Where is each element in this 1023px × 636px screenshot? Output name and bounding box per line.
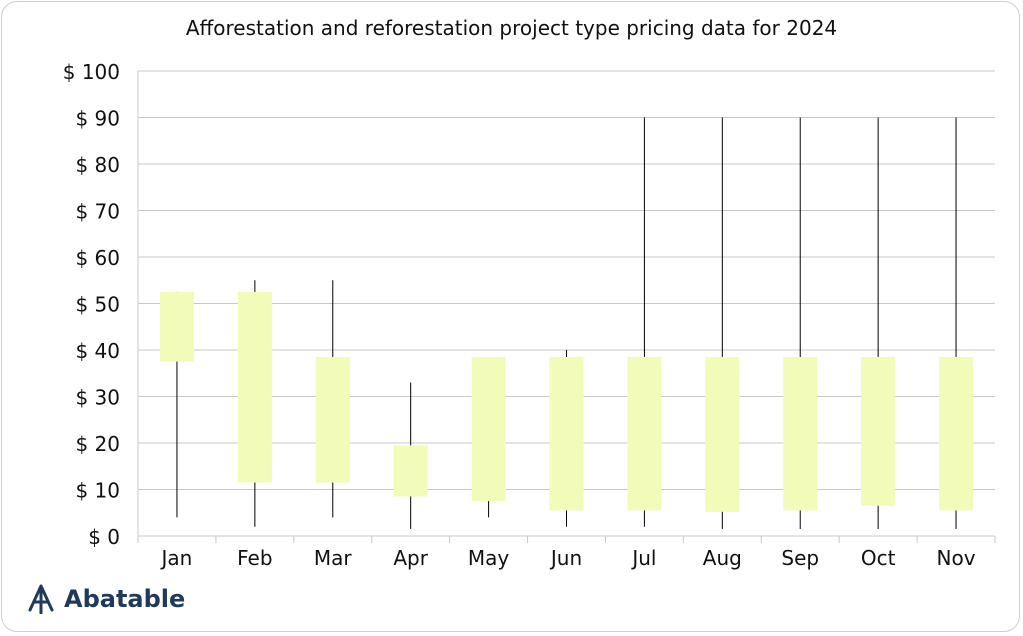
y-tick-label: $ 50 [75, 293, 120, 317]
x-tick-label: Aug [703, 546, 742, 570]
y-tick-label: $ 20 [75, 432, 120, 456]
price-box [393, 445, 428, 497]
y-tick-label: $ 0 [88, 525, 120, 549]
price-box [159, 291, 194, 362]
y-tick-label: $ 30 [75, 386, 120, 410]
x-tick-label: Feb [237, 546, 272, 570]
y-tick-label: $ 80 [75, 153, 120, 177]
price-box [471, 356, 506, 502]
x-tick-label: Jan [160, 546, 193, 570]
price-box [939, 356, 974, 511]
price-box [627, 356, 662, 511]
x-tick-label: Apr [393, 546, 428, 570]
x-tick-label: Sep [781, 546, 819, 570]
x-tick-label: Mar [314, 546, 353, 570]
brand-logo: Abatable [26, 583, 185, 615]
y-tick-label: $ 100 [63, 60, 120, 84]
x-tick-label: Nov [937, 546, 976, 570]
price-box [705, 356, 740, 512]
brand-name: Abatable [64, 585, 186, 613]
price-box [549, 356, 584, 511]
price-box [783, 356, 818, 511]
y-tick-label: $ 40 [75, 339, 120, 363]
y-tick-label: $ 60 [75, 246, 120, 270]
price-box [237, 291, 272, 483]
y-tick-label: $ 10 [75, 479, 120, 503]
x-tick-label: May [468, 546, 510, 570]
y-tick-label: $ 70 [75, 200, 120, 224]
x-tick-label: Jun [549, 546, 582, 570]
x-tick-label: Jul [630, 546, 656, 570]
abatable-logo-icon [28, 584, 54, 614]
y-tick-label: $ 90 [75, 107, 120, 131]
price-box [315, 356, 350, 483]
chart-title: Afforestation and reforestation project … [185, 16, 838, 40]
price-box [861, 356, 896, 506]
x-tick-label: Oct [861, 546, 896, 570]
